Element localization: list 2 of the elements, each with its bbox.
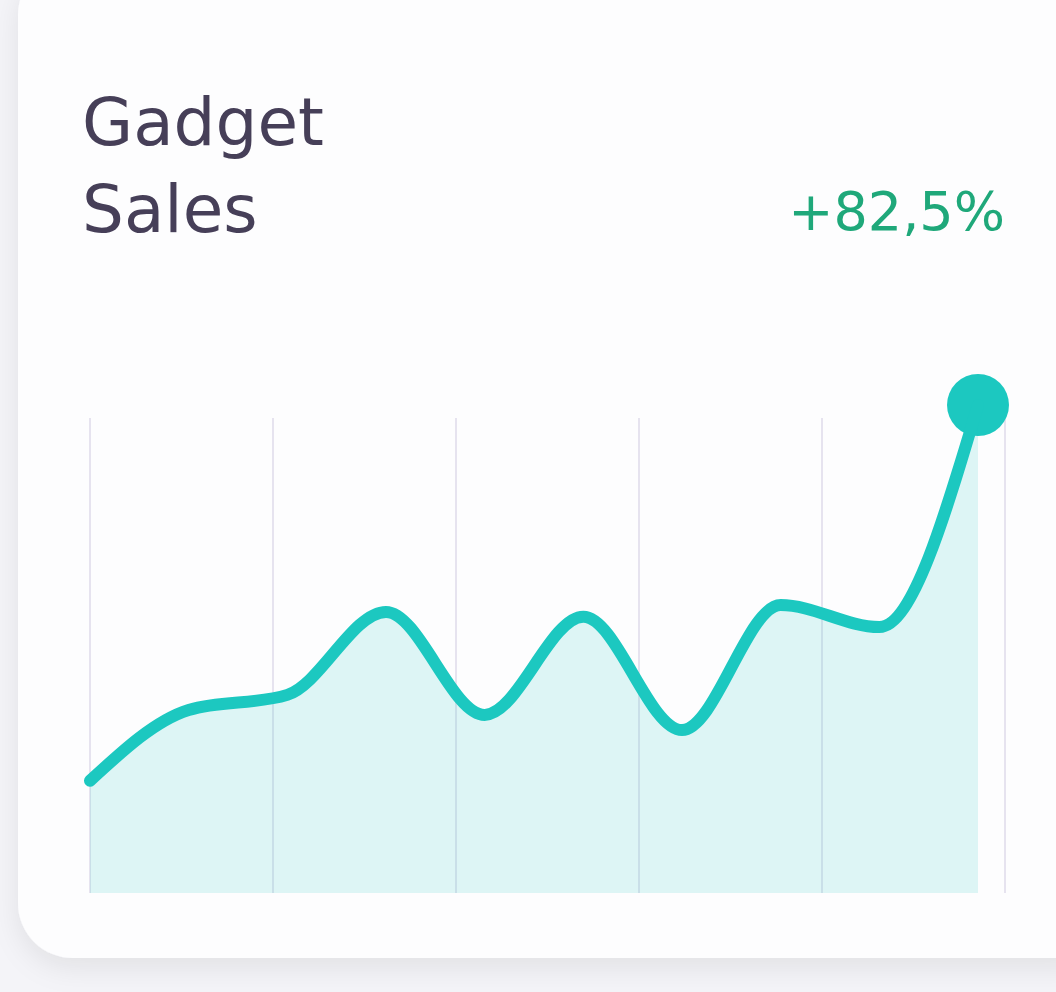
text: +82,5% (788, 180, 1005, 243)
chart-title: Gadget Sales (82, 84, 324, 248)
